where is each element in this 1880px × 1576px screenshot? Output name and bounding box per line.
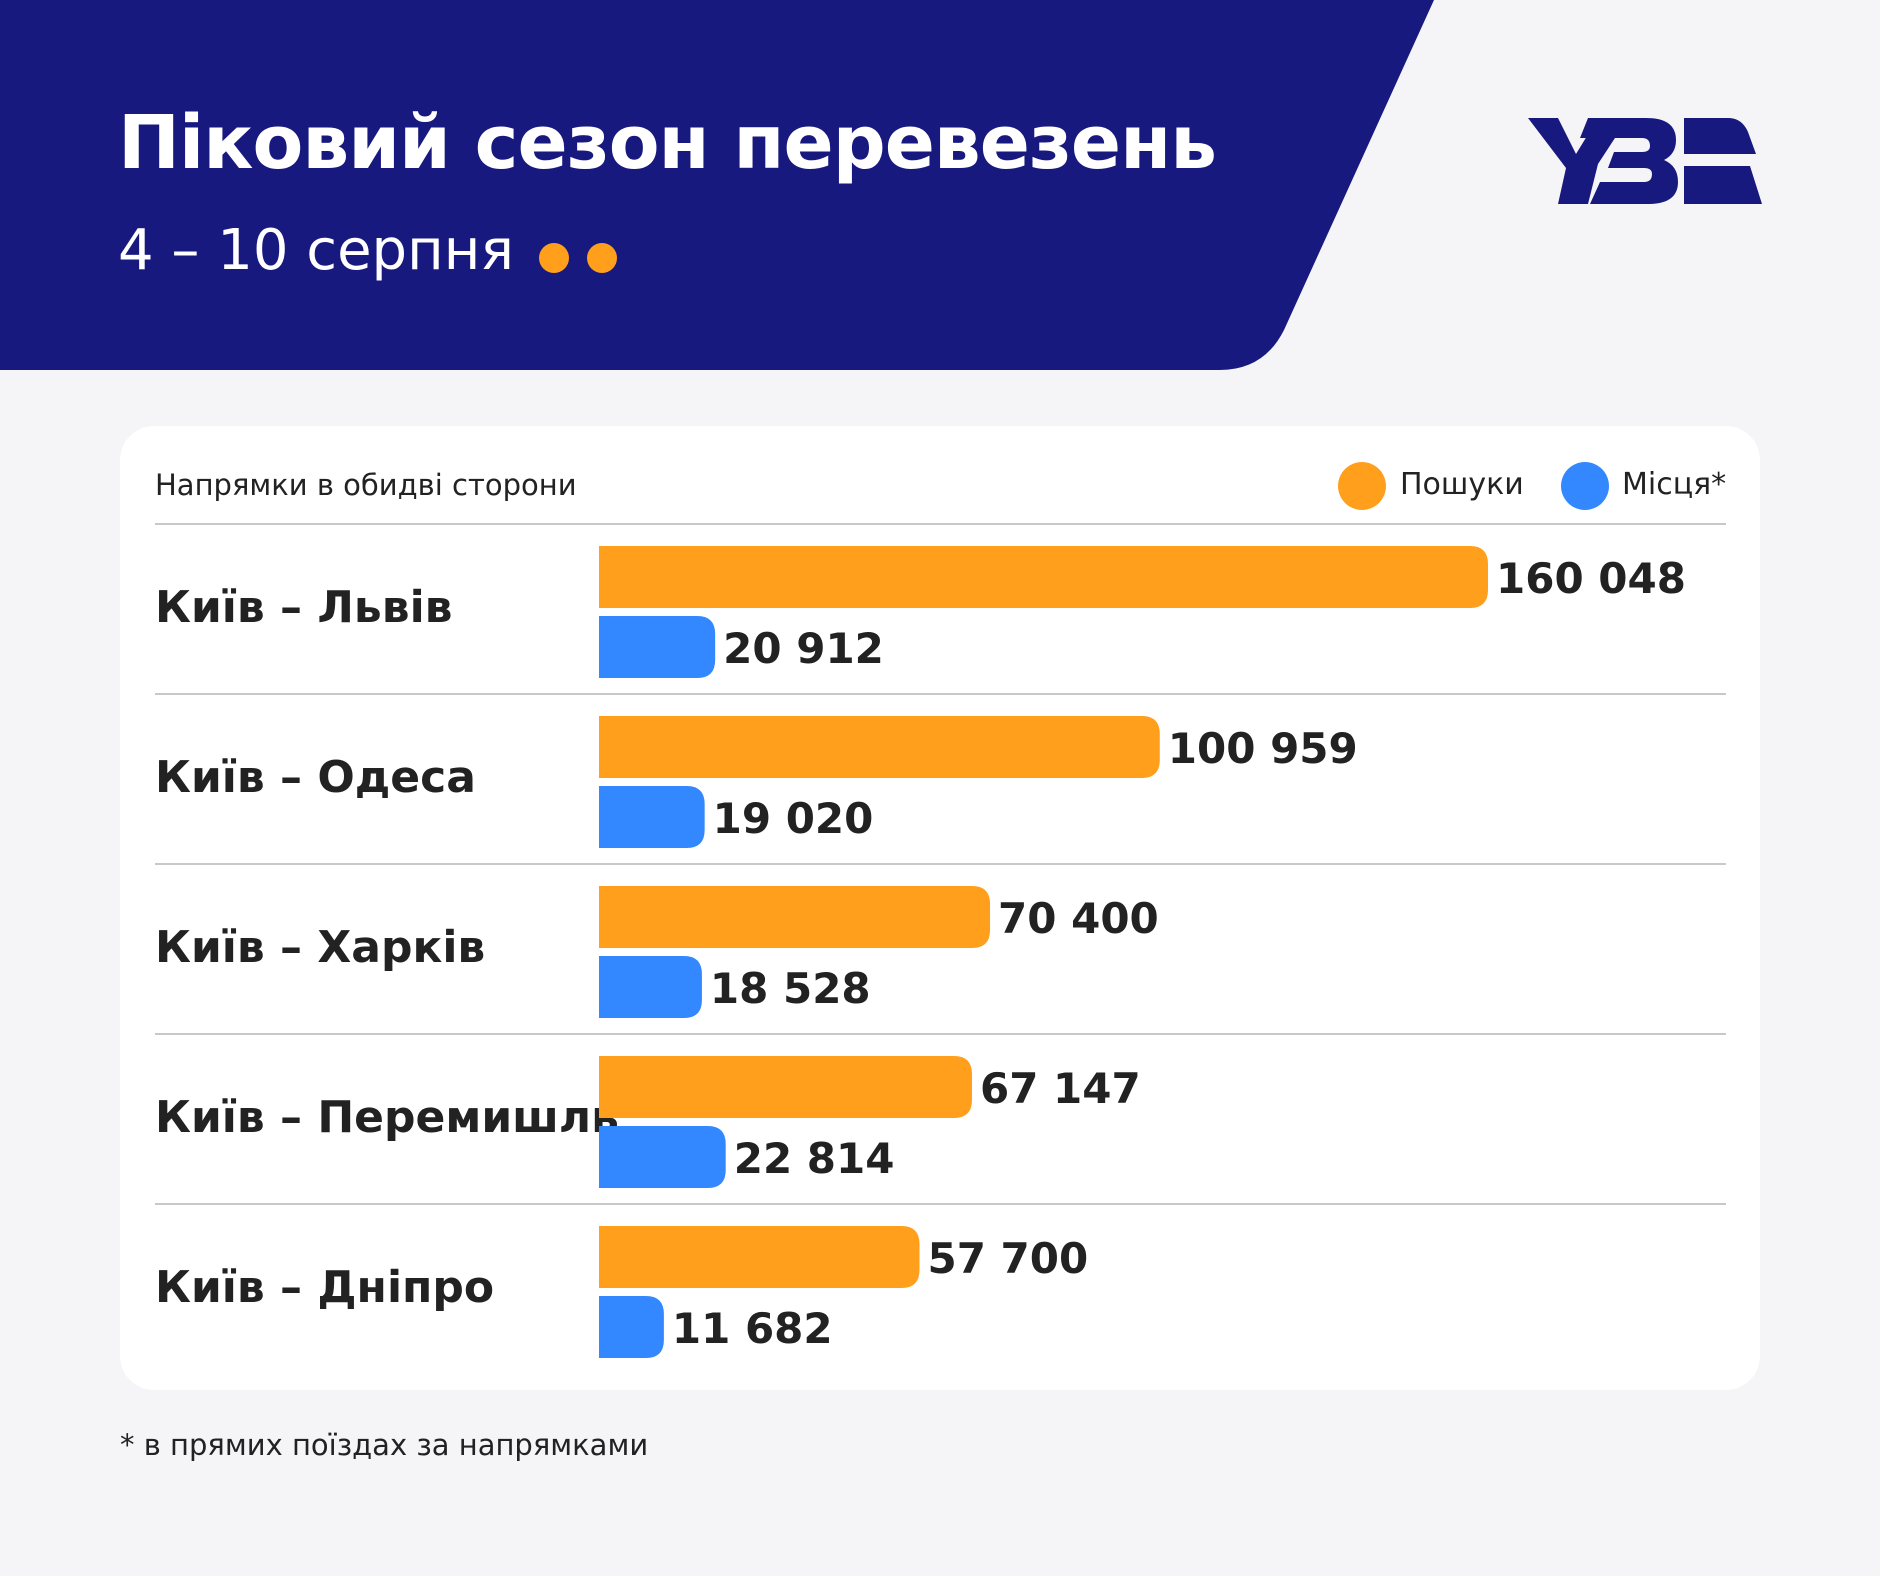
footnote: * в прямих поїздах за напрямками [120,1428,649,1462]
searches-value-label: 67 147 [980,1064,1141,1113]
route-label: Київ – Перемишль [155,1092,619,1143]
searches-value-label: 70 400 [998,894,1159,943]
seats-value-label: 20 912 [723,624,884,673]
seats-bar [599,1126,726,1188]
chart-heading: Напрямки в обидві сторони [155,468,577,502]
seats-value-label: 22 814 [734,1134,895,1183]
date-range: 4 – 10 серпня [118,218,514,283]
searches-bar [599,716,1160,778]
page-title: Піковий сезон перевезень [118,100,1217,186]
route-label: Київ – Одеса [155,752,476,803]
searches-bar [599,1226,920,1288]
chart-card: Напрямки в обидві сторони Пошуки Місця* … [120,426,1760,1390]
bar-chart: Київ – Львів 160 048 20 912 Київ – Одеса 100… [155,523,1726,1358]
legend-swatch-seats [1561,462,1609,510]
route-label: Київ – Харків [155,922,485,973]
uz-logo: УЗ [1528,118,1762,204]
seats-value-label: 11 682 [672,1304,833,1353]
legend-label-searches: Пошуки [1400,467,1524,502]
searches-value-label: 100 959 [1168,724,1358,773]
seats-bar [599,956,702,1018]
seats-bar [599,1296,664,1358]
seats-value-label: 19 020 [713,794,874,843]
route-label: Київ – Львів [155,582,453,633]
searches-value-label: 160 048 [1496,554,1686,603]
route-label: Київ – Дніпро [155,1262,494,1313]
decorative-dot [587,243,617,273]
seats-bar [599,616,716,678]
legend-label-seats: Місця* [1622,467,1727,502]
seats-bar [599,786,705,848]
decorative-dot [539,243,569,273]
seats-value-label: 18 528 [710,964,871,1013]
searches-bar [599,546,1488,608]
header-banner [0,0,1434,370]
searches-bar [599,886,991,948]
legend-swatch-searches [1338,462,1386,510]
searches-bar [599,1056,972,1118]
searches-value-label: 57 700 [927,1234,1088,1283]
